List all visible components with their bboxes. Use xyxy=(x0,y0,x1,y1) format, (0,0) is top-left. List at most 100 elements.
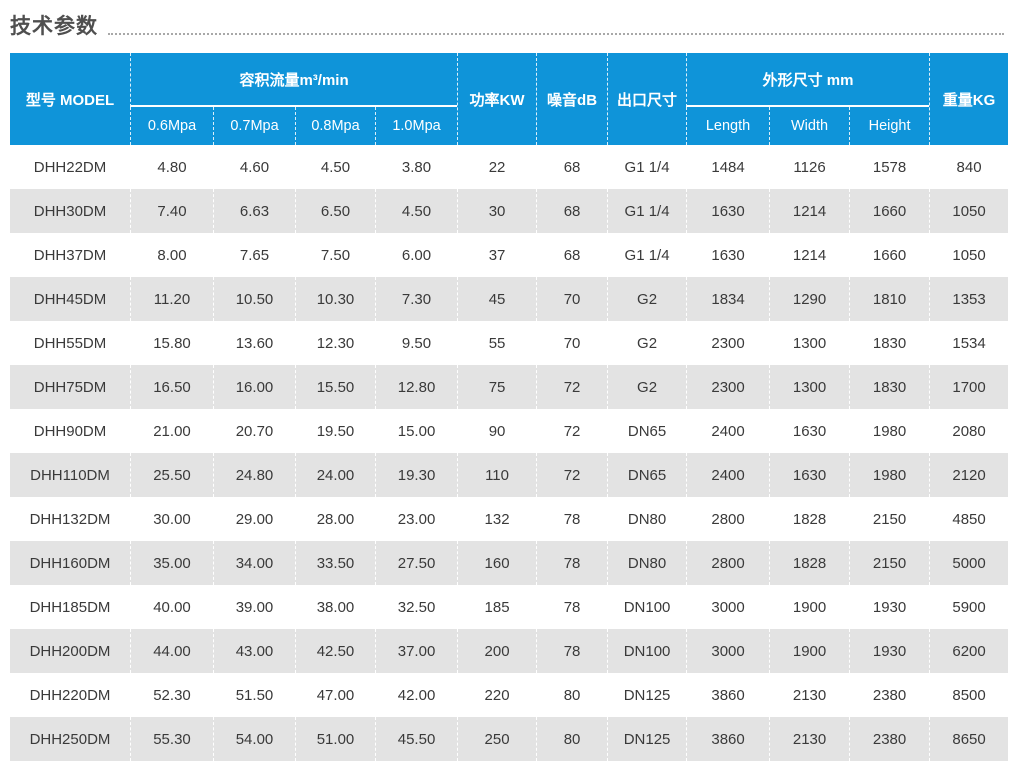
value-cell: 28.00 xyxy=(295,497,375,541)
value-cell: 1810 xyxy=(849,277,930,321)
value-cell: 20.70 xyxy=(213,409,295,453)
value-cell: 19.30 xyxy=(375,453,458,497)
value-cell: 45 xyxy=(457,277,537,321)
value-cell: 1930 xyxy=(849,585,930,629)
value-cell: 33.50 xyxy=(295,541,375,585)
value-cell: DN125 xyxy=(607,717,687,761)
section-title: 技术参数 xyxy=(10,14,98,38)
col-header-height: Height xyxy=(849,107,930,145)
value-cell: 2400 xyxy=(686,453,770,497)
header-row-top: 型号 MODEL 容积流量m³/min 功率KW 噪音dB 出口尺寸 外形尺寸 … xyxy=(10,53,1009,145)
col-header-flow-0.6mpa: 0.6Mpa xyxy=(130,107,213,145)
value-cell: 78 xyxy=(536,497,608,541)
value-cell: 68 xyxy=(536,145,608,189)
value-cell: 840 xyxy=(929,145,1009,189)
value-cell: 1980 xyxy=(849,409,930,453)
value-cell: DN80 xyxy=(607,497,687,541)
value-cell: 51.00 xyxy=(295,717,375,761)
value-cell: 4.60 xyxy=(213,145,295,189)
value-cell: 21.00 xyxy=(130,409,213,453)
value-cell: 35.00 xyxy=(130,541,213,585)
col-header-weight: 重量KG xyxy=(929,53,1009,145)
value-cell: 1214 xyxy=(769,189,850,233)
model-cell: DHH75DM xyxy=(10,365,130,409)
spec-table: 型号 MODEL 容积流量m³/min 功率KW 噪音dB 出口尺寸 外形尺寸 … xyxy=(10,53,1009,761)
value-cell: 1300 xyxy=(769,365,850,409)
model-cell: DHH250DM xyxy=(10,717,130,761)
value-cell: 2130 xyxy=(769,717,850,761)
value-cell: 1700 xyxy=(929,365,1009,409)
col-header-flow-group: 容积流量m³/min xyxy=(130,53,458,107)
value-cell: 25.50 xyxy=(130,453,213,497)
value-cell: 5900 xyxy=(929,585,1009,629)
value-cell: 39.00 xyxy=(213,585,295,629)
value-cell: 80 xyxy=(536,717,608,761)
table-row: DHH160DM 35.00 34.00 33.50 27.50 160 78 DN80 280… xyxy=(10,541,1009,585)
value-cell: 1830 xyxy=(849,321,930,365)
value-cell: 1300 xyxy=(769,321,850,365)
value-cell: 13.60 xyxy=(213,321,295,365)
value-cell: 75 xyxy=(457,365,537,409)
value-cell: 9.50 xyxy=(375,321,458,365)
value-cell: 1050 xyxy=(929,189,1009,233)
value-cell: 15.50 xyxy=(295,365,375,409)
value-cell: 55 xyxy=(457,321,537,365)
model-cell: DHH37DM xyxy=(10,233,130,277)
value-cell: 80 xyxy=(536,673,608,717)
value-cell: 220 xyxy=(457,673,537,717)
value-cell: 1214 xyxy=(769,233,850,277)
value-cell: 30 xyxy=(457,189,537,233)
model-cell: DHH30DM xyxy=(10,189,130,233)
table-row: DHH185DM 40.00 39.00 38.00 32.50 185 78 DN100 30… xyxy=(10,585,1009,629)
value-cell: 19.50 xyxy=(295,409,375,453)
value-cell: 22 xyxy=(457,145,537,189)
model-cell: DHH160DM xyxy=(10,541,130,585)
value-cell: 3.80 xyxy=(375,145,458,189)
value-cell: 2300 xyxy=(686,321,770,365)
value-cell: 1834 xyxy=(686,277,770,321)
table-row: DHH250DM 55.30 54.00 51.00 45.50 250 80 DN125 38… xyxy=(10,717,1009,761)
value-cell: 45.50 xyxy=(375,717,458,761)
table-row: DHH75DM 16.50 16.00 15.50 12.80 75 72 G2 2300 130… xyxy=(10,365,1009,409)
value-cell: 15.00 xyxy=(375,409,458,453)
value-cell: 90 xyxy=(457,409,537,453)
value-cell: 2380 xyxy=(849,717,930,761)
table-row: DHH220DM 52.30 51.50 47.00 42.00 220 80 DN125 38… xyxy=(10,673,1009,717)
value-cell: 3000 xyxy=(686,585,770,629)
table-body: DHH22DM 4.80 4.60 4.50 3.80 22 68 G1 1/4 1484 112… xyxy=(10,145,1009,761)
value-cell: 1930 xyxy=(849,629,930,673)
value-cell: 42.00 xyxy=(375,673,458,717)
value-cell: 78 xyxy=(536,541,608,585)
value-cell: 11.20 xyxy=(130,277,213,321)
value-cell: DN80 xyxy=(607,541,687,585)
value-cell: 2800 xyxy=(686,541,770,585)
value-cell: DN125 xyxy=(607,673,687,717)
col-header-width: Width xyxy=(769,107,850,145)
header-row-sub: 0.6Mpa 0.7Mpa 0.8Mpa 1.0Mpa Length Width… xyxy=(10,107,1008,145)
value-cell: 4.50 xyxy=(295,145,375,189)
value-cell: 7.40 xyxy=(130,189,213,233)
value-cell: 55.30 xyxy=(130,717,213,761)
value-cell: 6.50 xyxy=(295,189,375,233)
col-header-flow-0.8mpa: 0.8Mpa xyxy=(295,107,375,145)
value-cell: 70 xyxy=(536,277,608,321)
model-cell: DHH110DM xyxy=(10,453,130,497)
value-cell: 12.80 xyxy=(375,365,458,409)
value-cell: 4.80 xyxy=(130,145,213,189)
model-cell: DHH132DM xyxy=(10,497,130,541)
value-cell: 250 xyxy=(457,717,537,761)
value-cell: 10.30 xyxy=(295,277,375,321)
value-cell: G2 xyxy=(607,365,687,409)
value-cell: 4.50 xyxy=(375,189,458,233)
value-cell: G1 1/4 xyxy=(607,145,687,189)
value-cell: 1828 xyxy=(769,497,850,541)
table-row: DHH200DM 44.00 43.00 42.50 37.00 200 78 DN100 30… xyxy=(10,629,1009,673)
table-row: DHH55DM 15.80 13.60 12.30 9.50 55 70 G2 2300 1300… xyxy=(10,321,1009,365)
value-cell: 2130 xyxy=(769,673,850,717)
table-row: DHH30DM 7.40 6.63 6.50 4.50 30 68 G1 1/4 1630 121… xyxy=(10,189,1009,233)
value-cell: 1050 xyxy=(929,233,1009,277)
value-cell: 1534 xyxy=(929,321,1009,365)
value-cell: 3860 xyxy=(686,673,770,717)
value-cell: 1900 xyxy=(769,585,850,629)
value-cell: 1980 xyxy=(849,453,930,497)
